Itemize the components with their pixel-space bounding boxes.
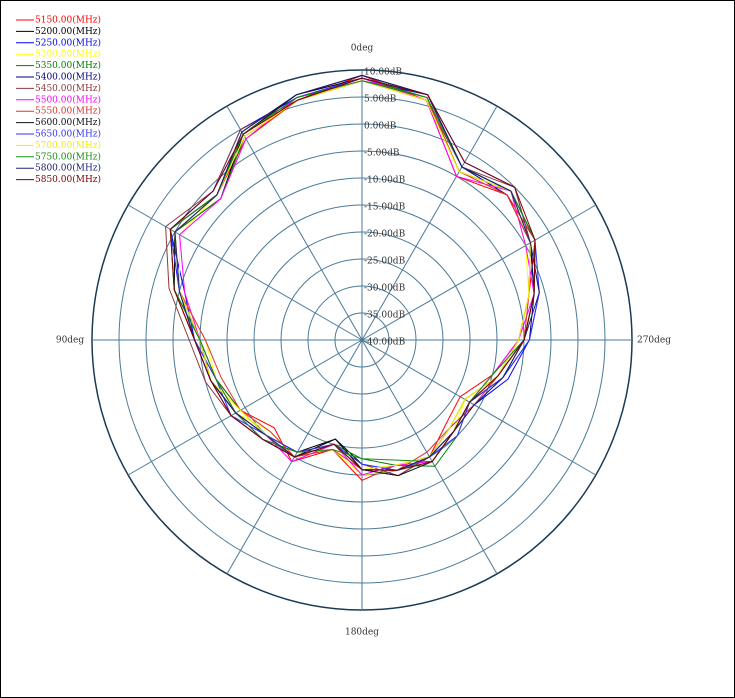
legend-label: 5300.00(MHz) (35, 49, 101, 60)
radial-tick-label: -35.00dB (364, 311, 406, 321)
radial-tick-label: -25.00dB (364, 257, 406, 267)
radial-tick-label: -10.00dB (364, 176, 406, 186)
series-line (169, 80, 540, 477)
spoke (127, 339, 363, 476)
radial-tick-label: 10.00dB (364, 68, 403, 78)
series-line (169, 77, 536, 471)
series-line (169, 77, 540, 471)
radial-tick-label: 5.00dB (364, 95, 397, 105)
legend-label: 5250.00(MHz) (35, 37, 101, 48)
legend-label: 5750.00(MHz) (35, 151, 101, 162)
legend-label: 5500.00(MHz) (35, 94, 101, 105)
series-line (165, 80, 531, 477)
spoke (361, 339, 597, 476)
legend-label: 5200.00(MHz) (35, 26, 101, 37)
radial-tick-label: -5.00dB (364, 149, 400, 159)
legend-label: 5550.00(MHz) (35, 106, 101, 117)
legend-label: 5400.00(MHz) (35, 72, 101, 83)
spoke (127, 204, 363, 341)
legend-label: 5700.00(MHz) (35, 140, 101, 151)
legend-label: 5450.00(MHz) (35, 83, 101, 94)
radial-tick-label: -20.00dB (364, 230, 406, 240)
angle-label: 180deg (345, 628, 379, 638)
angle-label: 0deg (351, 44, 374, 54)
angle-label: 270deg (637, 336, 671, 346)
legend-label: 5600.00(MHz) (35, 117, 101, 128)
spoke (226, 105, 363, 341)
legend-label: 5150.00(MHz) (35, 15, 101, 26)
radial-tick-label: -40.00dB (364, 338, 406, 348)
angle-label: 90deg (56, 336, 85, 346)
legend-label: 5350.00(MHz) (35, 60, 101, 71)
series-line (179, 77, 535, 476)
radial-tick-label: -15.00dB (364, 203, 406, 213)
radial-tick-label: 0.00dB (364, 122, 397, 132)
spoke (361, 204, 597, 341)
legend-label: 5650.00(MHz) (35, 129, 101, 140)
legend-label: 5800.00(MHz) (35, 163, 101, 174)
radial-tick-label: -30.00dB (364, 284, 406, 294)
legend-label: 5850.00(MHz) (35, 174, 101, 185)
spoke (361, 105, 498, 341)
